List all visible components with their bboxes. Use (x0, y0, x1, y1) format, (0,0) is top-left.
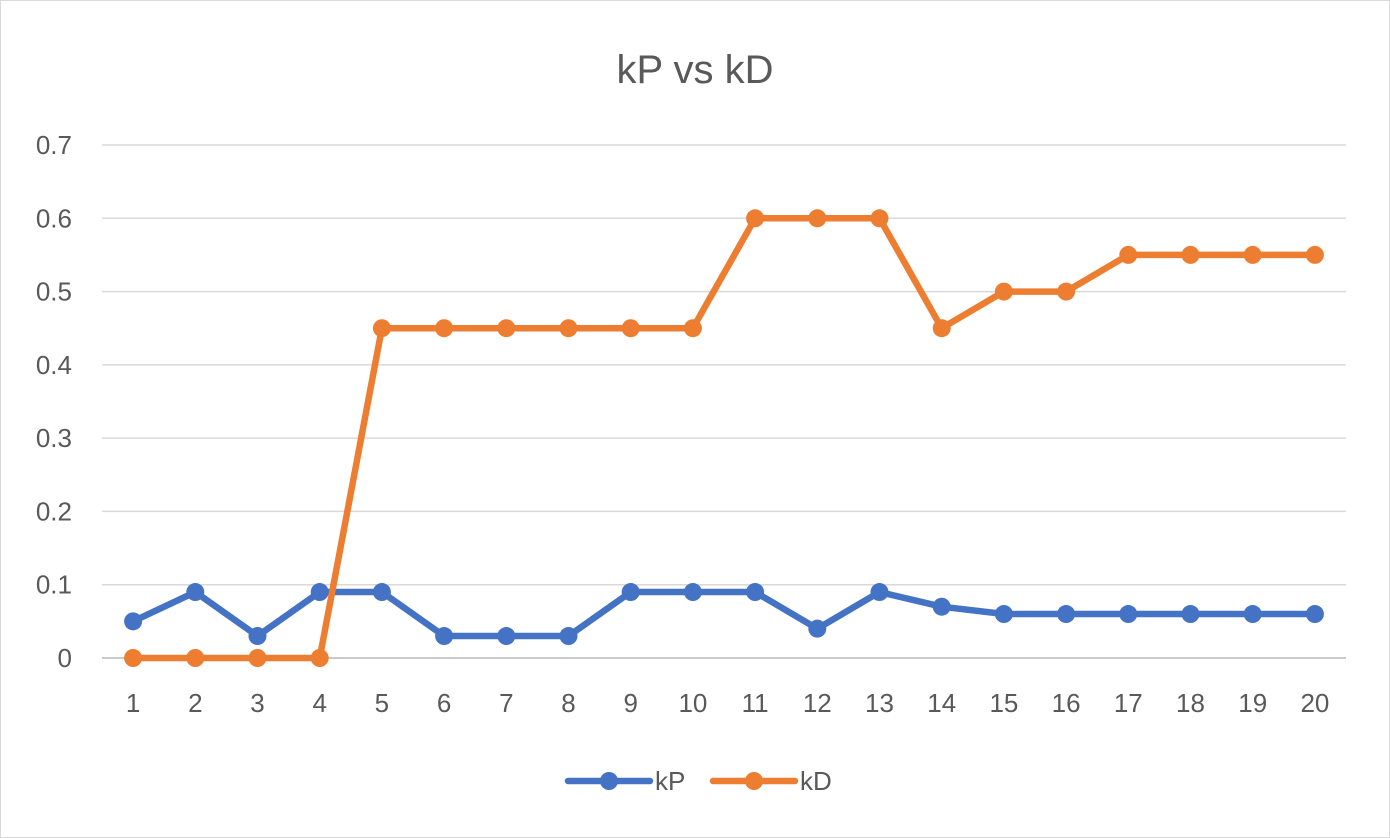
point-kp-6 (435, 627, 454, 646)
point-kp-18 (1181, 605, 1200, 624)
x-tick-label-6: 6 (437, 688, 451, 718)
point-kd-20 (1305, 245, 1324, 264)
y-tick-label-6: 0.6 (36, 203, 72, 233)
point-kp-17 (1119, 605, 1138, 624)
point-kp-9 (621, 583, 640, 602)
x-tick-label-2: 2 (188, 688, 202, 718)
point-kd-10 (683, 319, 702, 338)
axes: 00.10.20.30.40.50.60.71 2 3 4 5 6 7 8 9 10 11 12 13 1… (36, 130, 1346, 718)
point-kp-15 (994, 605, 1013, 624)
y-tick-label-1: 0.1 (36, 570, 72, 600)
x-tick-label-16: 16 (1052, 688, 1081, 718)
x-tick-label-17: 17 (1114, 688, 1143, 718)
x-tick-label-19: 19 (1238, 688, 1267, 718)
point-kp-19 (1243, 605, 1262, 624)
x-tick-label-5: 5 (375, 688, 389, 718)
x-tick-label-7: 7 (499, 688, 513, 718)
series-layer (124, 209, 1324, 667)
point-kd-15 (994, 282, 1013, 301)
point-kd-18 (1181, 245, 1200, 264)
point-kp-12 (808, 619, 827, 638)
y-tick-label-2: 0.2 (36, 496, 72, 526)
legend-marker-kd (745, 772, 763, 790)
point-kp-14 (932, 597, 951, 616)
point-kd-4 (310, 649, 329, 667)
x-tick-label-12: 12 (803, 688, 832, 718)
x-tick-label-8: 8 (561, 688, 575, 718)
point-kp-7 (497, 627, 516, 646)
point-kp-10 (683, 583, 702, 602)
legend-marker-kp (600, 772, 618, 790)
point-kd-7 (497, 319, 516, 338)
x-tick-label-14: 14 (927, 688, 956, 718)
x-tick-label-10: 10 (678, 688, 707, 718)
gridlines (102, 144, 1346, 659)
point-kp-3 (248, 627, 267, 646)
legend: kP kD (564, 766, 832, 796)
point-kd-13 (870, 209, 889, 228)
x-tick-label-11: 11 (742, 688, 769, 718)
point-kd-6 (435, 319, 454, 338)
point-kd-2 (186, 649, 205, 667)
x-tick-label-20: 20 (1300, 688, 1329, 718)
series-line-kp (129, 588, 1319, 640)
legend-label-kp: kP (655, 766, 685, 796)
point-kd-5 (372, 319, 391, 338)
series-line-kd (129, 215, 1319, 662)
point-kd-19 (1243, 245, 1262, 264)
y-tick-label-5: 0.5 (36, 277, 72, 307)
x-tick-label-4: 4 (312, 688, 326, 718)
point-kd-8 (559, 319, 578, 338)
chart-title: kP vs kD (616, 48, 773, 92)
y-tick-label-3: 0.3 (36, 423, 72, 453)
point-kp-16 (1057, 605, 1076, 624)
point-kd-3 (248, 649, 267, 667)
x-tick-label-13: 13 (865, 688, 894, 718)
x-tick-label-3: 3 (250, 688, 264, 718)
x-tick-label-9: 9 (623, 688, 637, 718)
point-kp-5 (372, 583, 391, 602)
point-kd-12 (808, 209, 827, 228)
point-kd-9 (621, 319, 640, 338)
point-kp-11 (746, 583, 765, 602)
point-kp-4 (310, 583, 329, 602)
y-tick-label-4: 0.4 (36, 350, 72, 380)
point-kd-16 (1057, 282, 1076, 301)
point-kp-13 (870, 583, 889, 602)
point-kp-8 (559, 627, 578, 646)
point-kd-17 (1119, 245, 1138, 264)
x-tick-label-15: 15 (989, 688, 1018, 718)
x-tick-label-18: 18 (1176, 688, 1205, 718)
point-kp-20 (1305, 605, 1324, 624)
point-kp-1 (124, 612, 143, 631)
y-tick-label-7: 0.7 (36, 130, 72, 160)
legend-label-kd: kD (800, 766, 832, 796)
point-kd-1 (124, 649, 143, 667)
y-tick-label-0: 0 (58, 643, 72, 673)
point-kd-11 (746, 209, 765, 228)
point-kd-14 (932, 319, 951, 338)
point-kp-2 (186, 583, 205, 602)
x-tick-label-1: 1 (126, 688, 140, 718)
